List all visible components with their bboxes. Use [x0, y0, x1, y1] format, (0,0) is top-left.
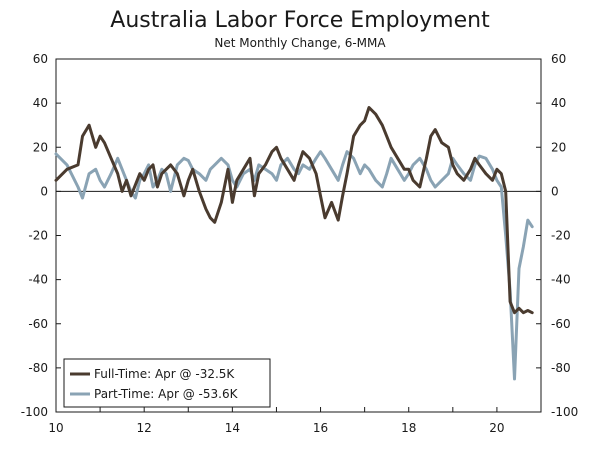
y-tick-label-right: 20 — [551, 140, 566, 154]
x-tick-label: 18 — [401, 421, 416, 435]
legend-label: Full-Time: Apr @ -32.5K — [94, 367, 235, 381]
x-tick-label: 20 — [489, 421, 504, 435]
y-tick-label-left: -60 — [28, 317, 48, 331]
y-tick-label-left: 40 — [33, 96, 48, 110]
series-line-full-time — [54, 106, 534, 315]
y-tick-label-left: 20 — [33, 140, 48, 154]
x-tick-label: 16 — [313, 421, 328, 435]
y-tick-label-right: -40 — [551, 273, 571, 287]
left-axis: 60 40 20 0 -20 -40 -60 -80 -100 — [21, 52, 61, 419]
right-axis: 60 40 20 0 -20 -40 -60 -80 -100 — [536, 52, 578, 419]
x-tick-label: 14 — [225, 421, 240, 435]
legend: Full-Time: Apr @ -32.5K Part-Time: Apr @ … — [63, 358, 271, 408]
legend-label: Part-Time: Apr @ -53.6K — [94, 387, 239, 401]
y-tick-label-left: -100 — [21, 405, 48, 419]
y-tick-label-left: -20 — [28, 229, 48, 243]
y-tick-label-right: 0 — [551, 184, 559, 198]
x-tick-label: 10 — [48, 421, 63, 435]
x-tick-label: 12 — [137, 421, 152, 435]
y-tick-label-right: -100 — [551, 405, 578, 419]
y-tick-label-right: 60 — [551, 52, 566, 66]
y-tick-label-right: -60 — [551, 317, 571, 331]
y-tick-label-left: -80 — [28, 361, 48, 375]
chart-subtitle: Net Monthly Change, 6-MMA — [214, 36, 386, 50]
series-group — [54, 106, 534, 381]
y-tick-label-right: -80 — [551, 361, 571, 375]
y-tick-label-right: 40 — [551, 96, 566, 110]
y-tick-label-right: -20 — [551, 229, 571, 243]
x-axis: 10 12 14 16 18 20 — [48, 407, 542, 435]
y-tick-label-left: -40 — [28, 273, 48, 287]
y-tick-label-left: 0 — [40, 184, 48, 198]
y-tick-label-left: 60 — [33, 52, 48, 66]
legend-box — [63, 358, 271, 408]
chart-title: Australia Labor Force Employment — [110, 8, 490, 33]
